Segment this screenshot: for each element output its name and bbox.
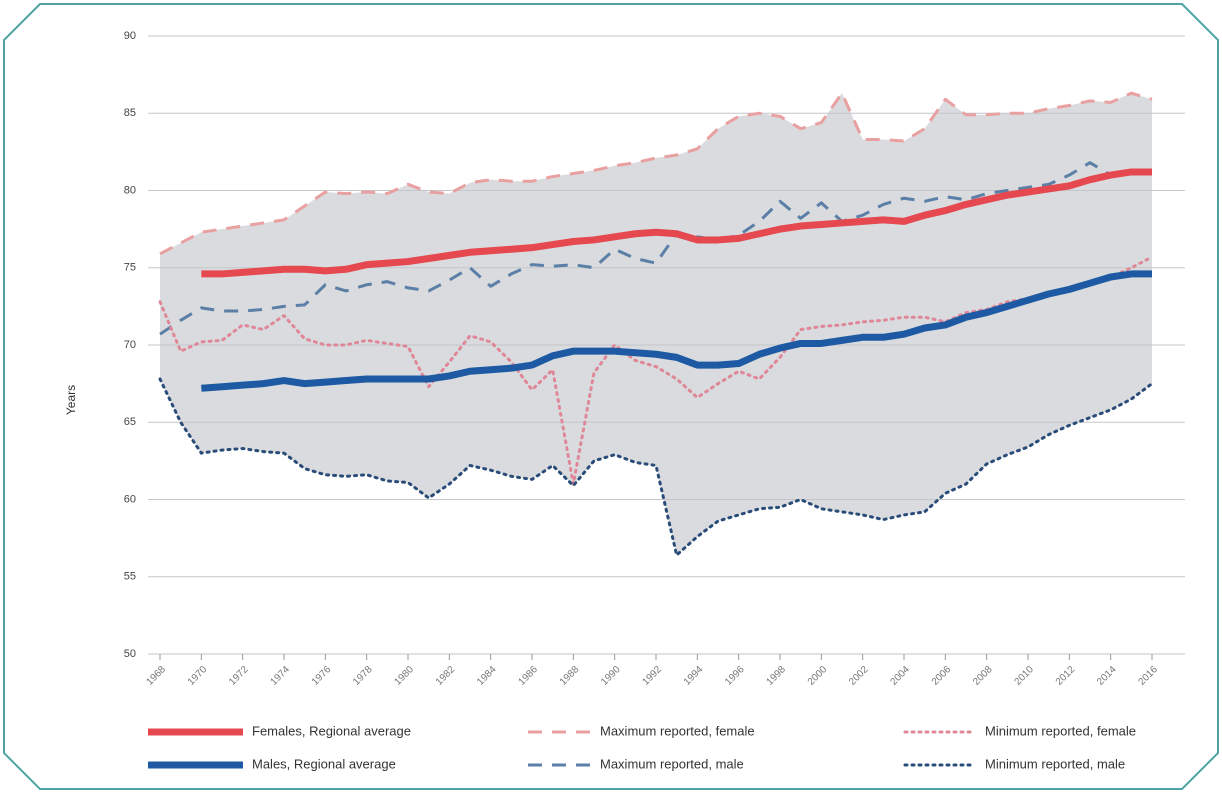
y-tick-label: 55 [124,571,136,583]
y-tick-label: 80 [124,184,136,196]
y-tick-label: 90 [124,30,136,42]
series-line [201,270,1152,392]
legend-label: Males, Regional average [252,756,396,771]
y-tick-label: 75 [124,262,136,274]
series-line [158,377,1154,557]
range-band [160,93,1152,556]
legend-label: Maximum reported, female [600,723,755,738]
y-tick-label: 60 [124,493,136,505]
legend-label: Minimum reported, female [985,723,1136,738]
series-line [201,168,1152,278]
y-axis-label: Years [64,385,78,415]
series-line [159,91,1153,256]
y-tick-label: 70 [124,339,136,351]
legend-label: Females, Regional average [252,723,411,738]
y-tick-label: 85 [124,107,136,119]
series-line [159,161,1153,336]
y-tick-label: 50 [124,648,136,660]
legend-label: Maximum reported, male [600,756,744,771]
legend-label: Minimum reported, male [985,756,1125,771]
y-tick-label: 65 [124,416,136,428]
